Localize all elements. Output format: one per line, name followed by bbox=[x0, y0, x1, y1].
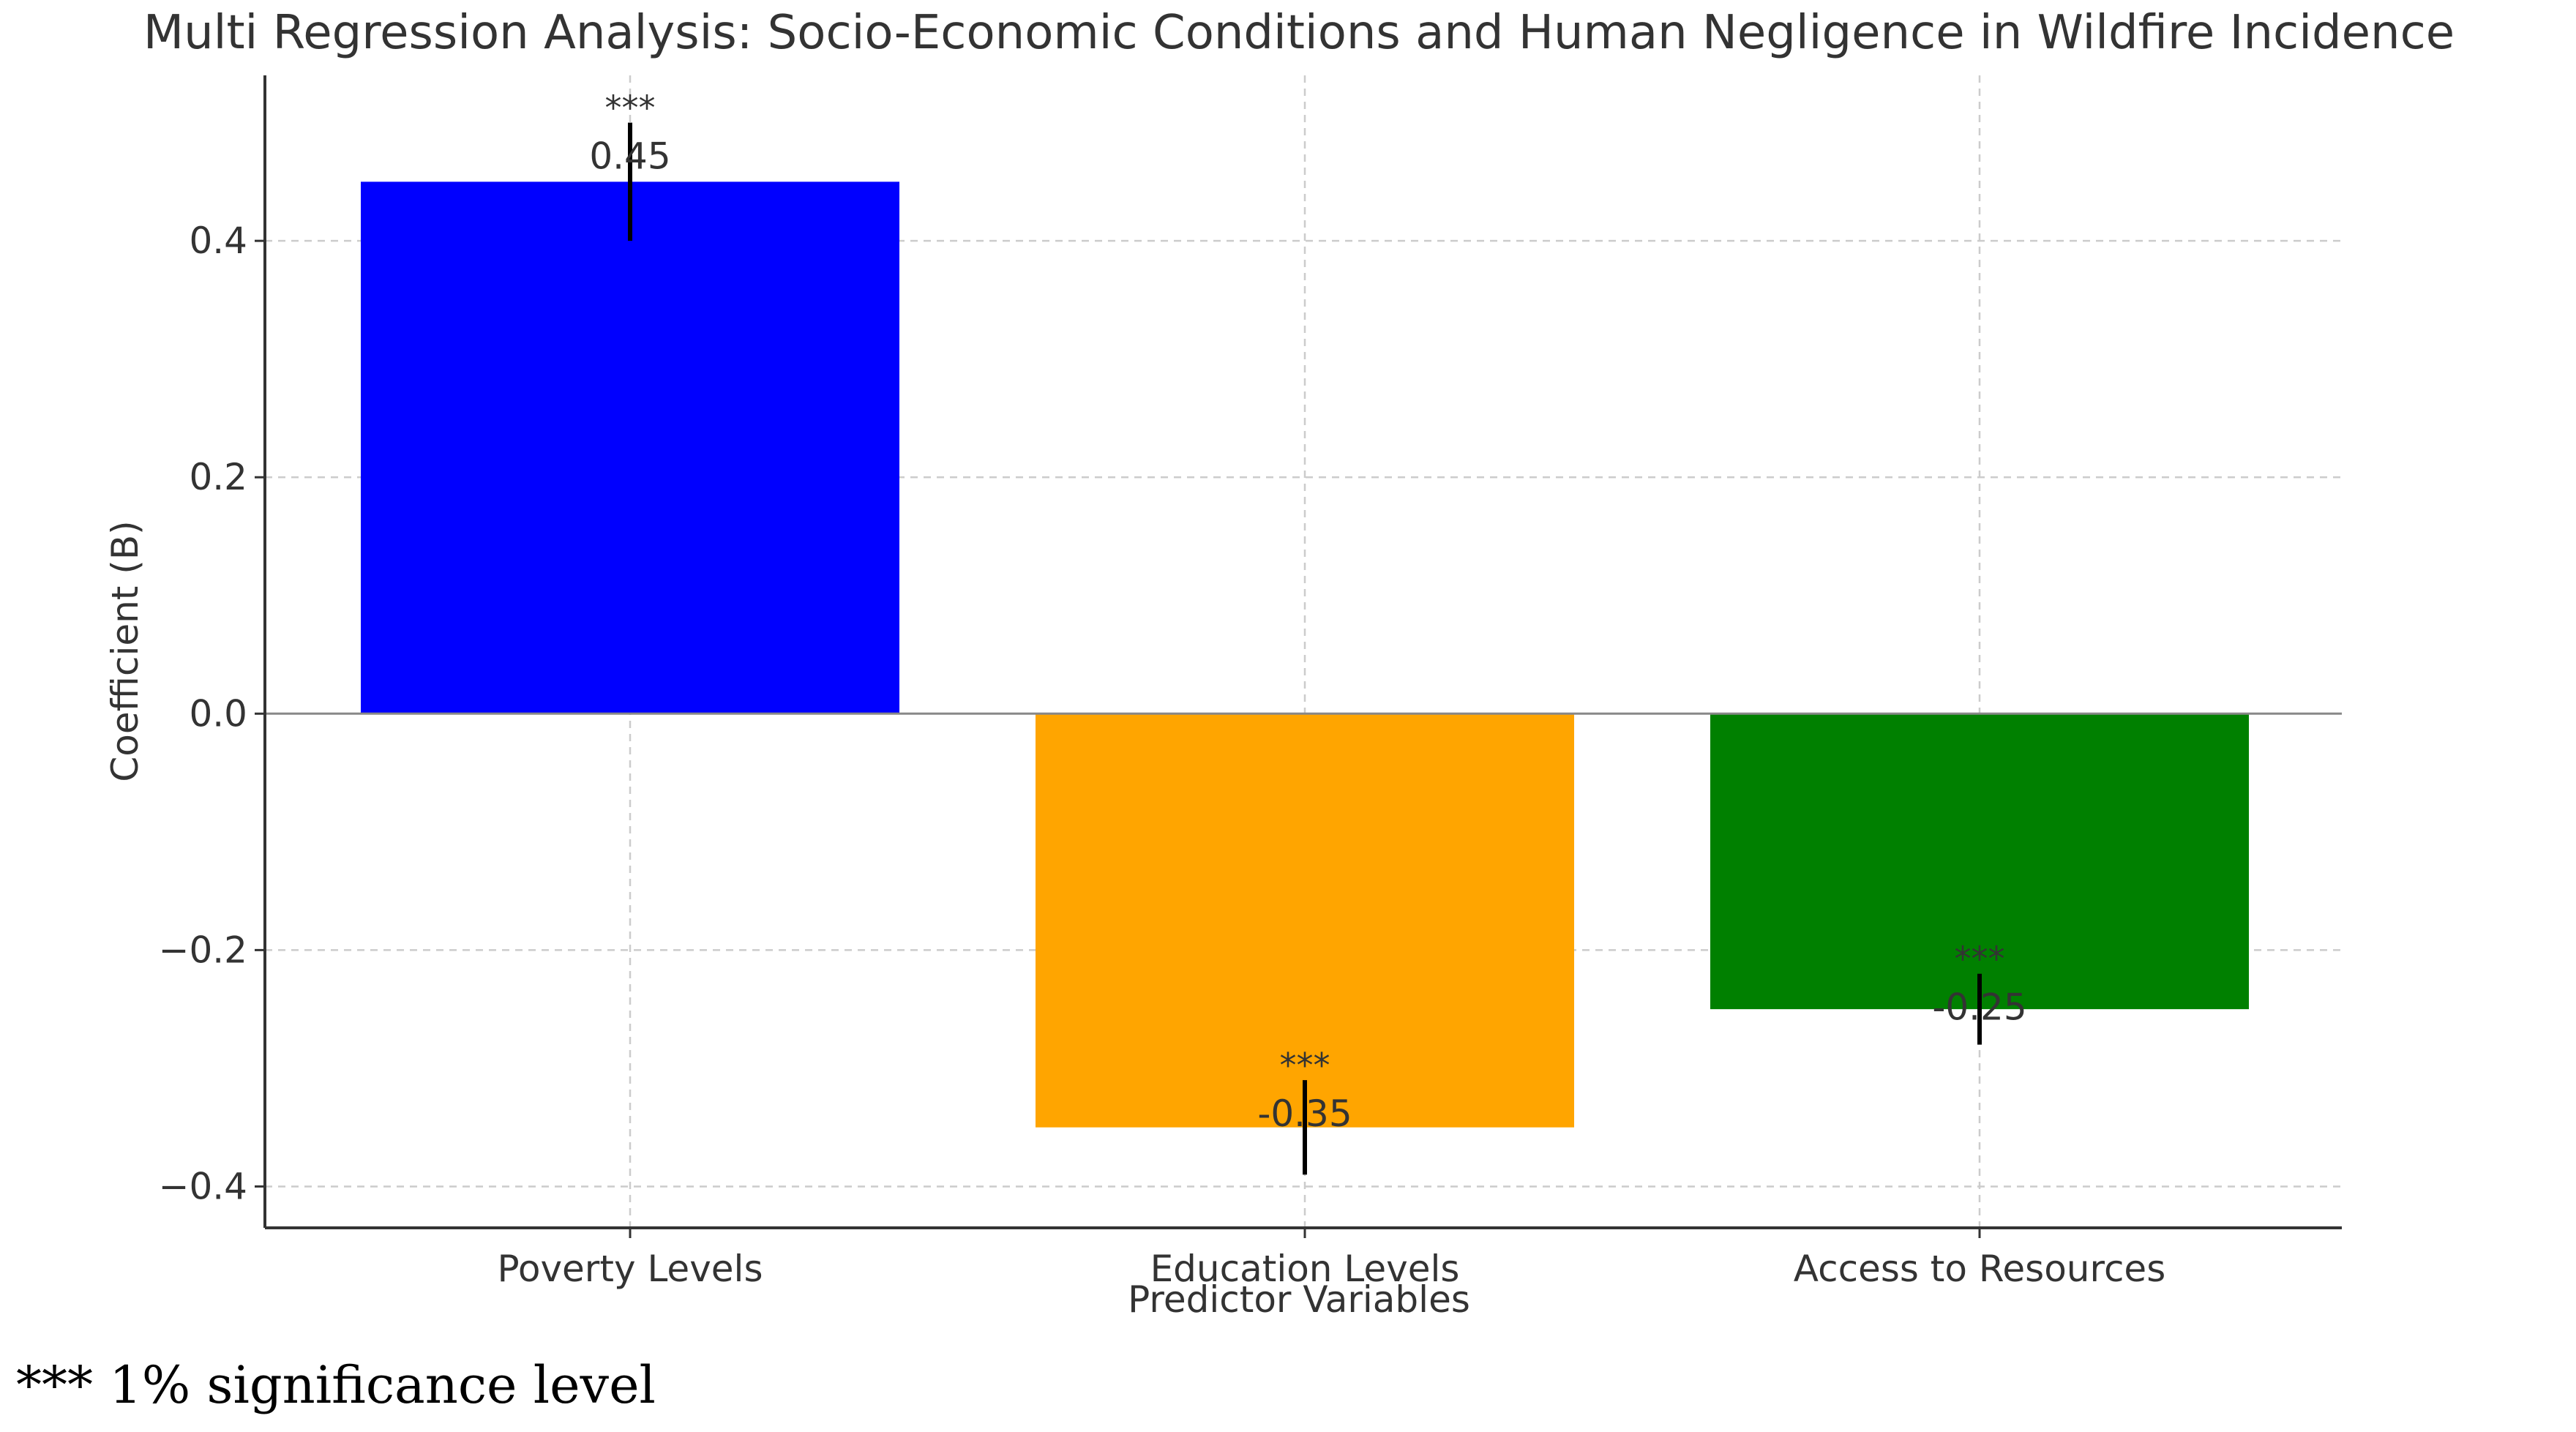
ticks: −0.4 −0.2 0.0 0.2 0.4 Poverty Levels Education… bbox=[159, 220, 2166, 1290]
x-tick-label: Poverty Levels bbox=[498, 1248, 763, 1290]
significance-marker: *** bbox=[1955, 940, 2005, 979]
axes bbox=[263, 75, 2342, 1229]
y-axis-label: Coefficient (B) bbox=[104, 520, 146, 781]
value-label: -0.25 bbox=[1932, 986, 2026, 1029]
y-tick-label: −0.2 bbox=[159, 929, 247, 971]
y-tick-label: 0.4 bbox=[189, 220, 247, 262]
bar bbox=[1036, 713, 1574, 1128]
y-tick-label: 0.2 bbox=[189, 456, 247, 498]
significance-footnote: *** 1% significance level bbox=[16, 1355, 656, 1415]
value-label: -0.35 bbox=[1257, 1092, 1352, 1135]
significance-marker: *** bbox=[605, 89, 656, 128]
y-tick-label: −0.4 bbox=[159, 1165, 247, 1207]
significance-marker: *** bbox=[1280, 1046, 1330, 1085]
value-label: 0.45 bbox=[589, 135, 670, 178]
error-bars bbox=[628, 122, 1982, 1175]
x-tick-label: Education Levels bbox=[1150, 1248, 1460, 1290]
bar bbox=[1710, 713, 2249, 1010]
value-labels: 0.45 *** -0.35 *** -0.25 *** bbox=[589, 89, 2026, 1135]
x-tick-label: Access to Resources bbox=[1794, 1248, 2166, 1290]
x-axis-label: Predictor Variables bbox=[1128, 1278, 1470, 1321]
y-tick-label: 0.0 bbox=[189, 692, 247, 735]
bar bbox=[361, 181, 899, 714]
bars bbox=[361, 181, 2249, 1128]
chart-title: Multi Regression Analysis: Socio-Economi… bbox=[143, 6, 2455, 60]
